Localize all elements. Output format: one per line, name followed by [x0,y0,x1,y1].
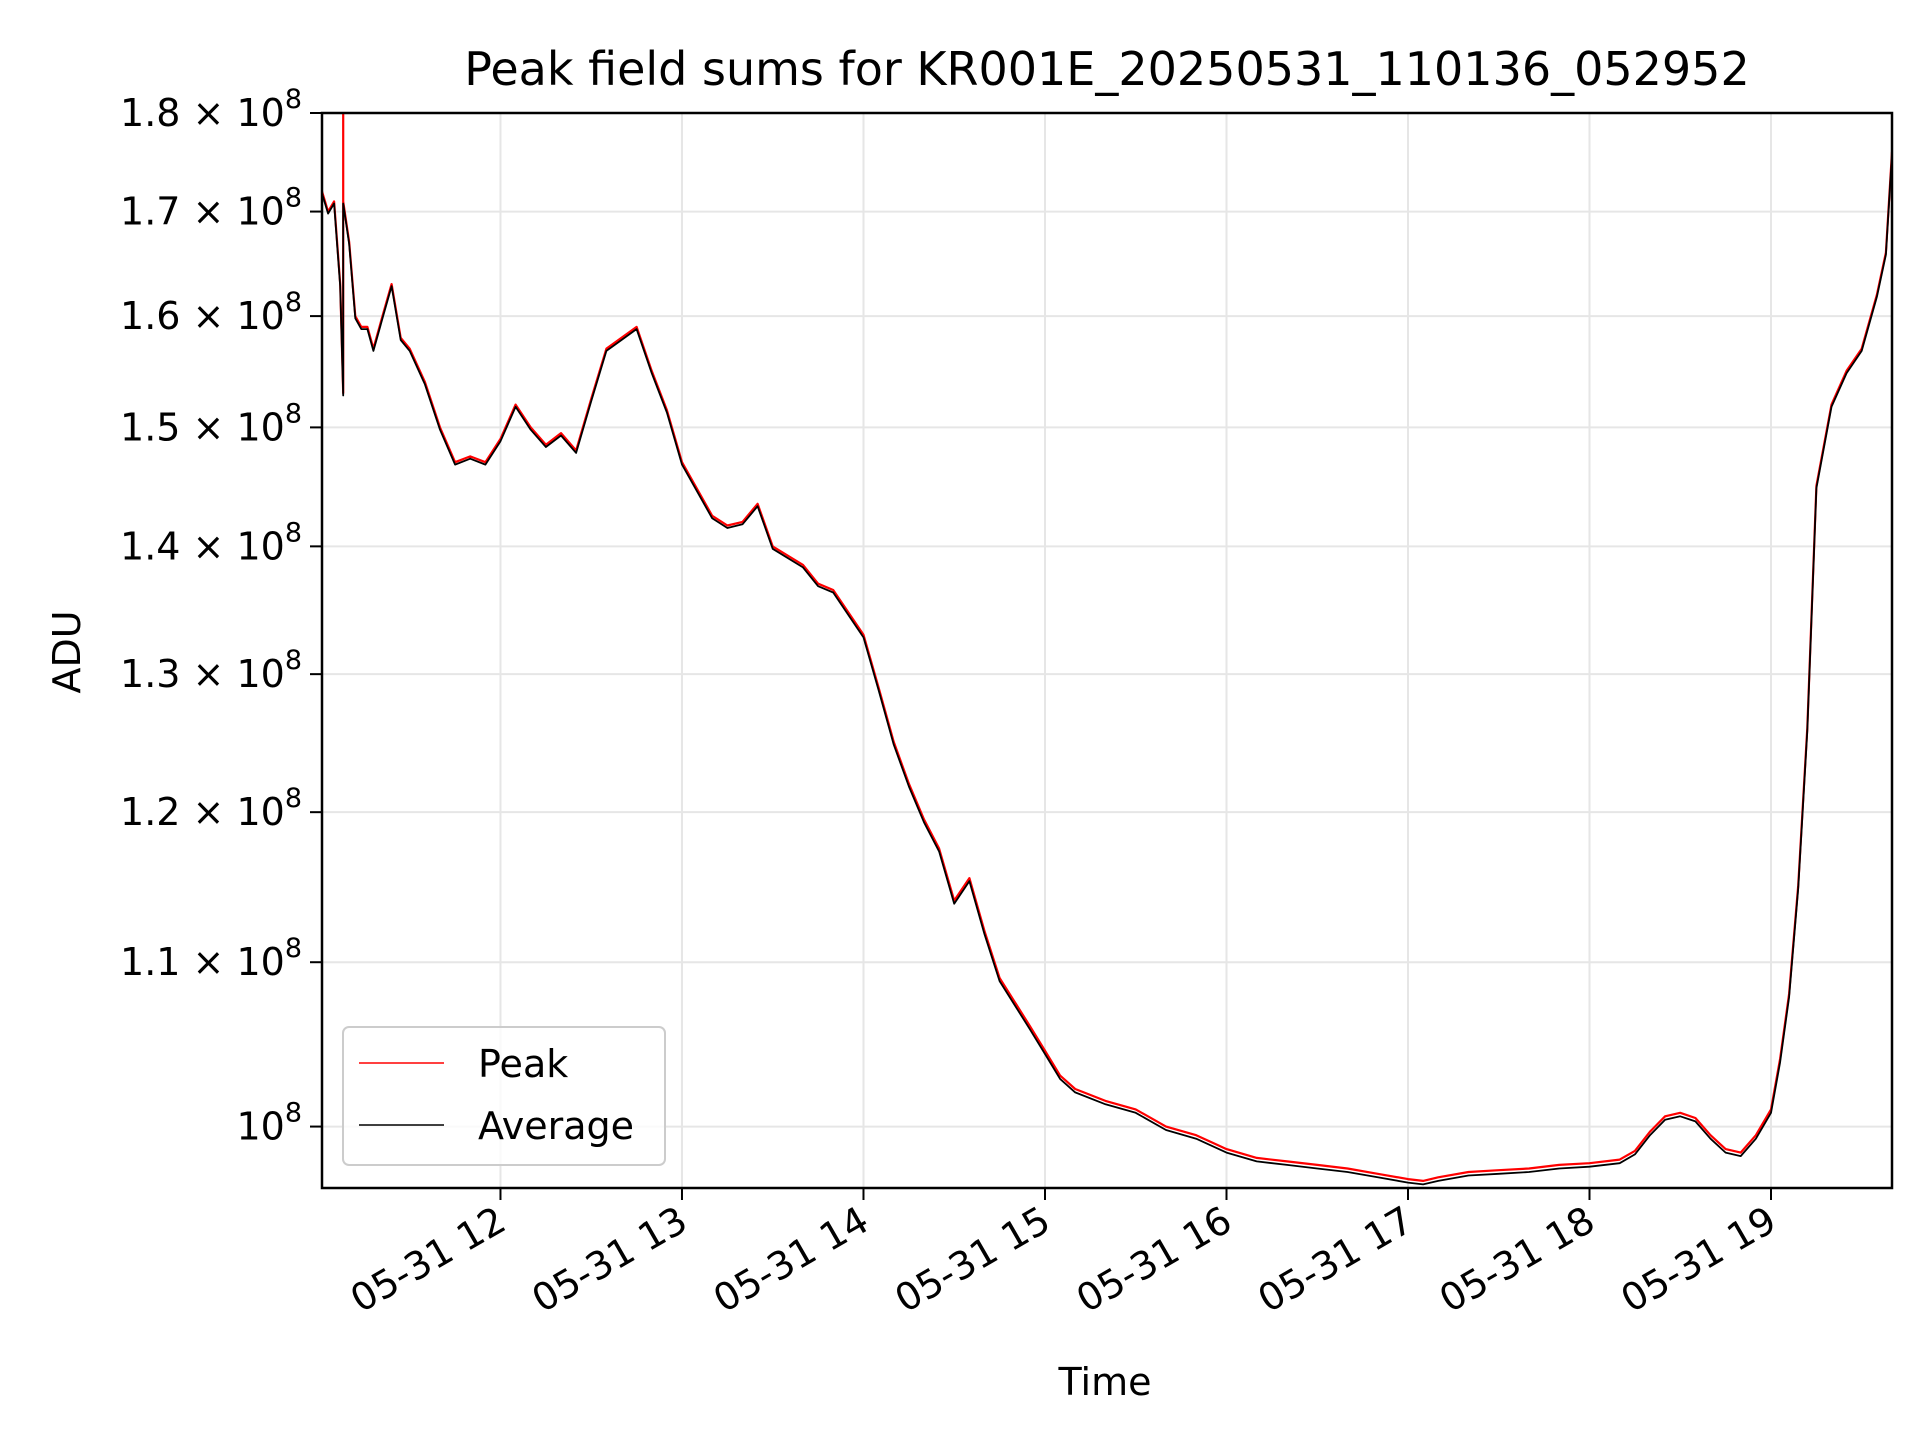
y-tick-label: 108 [236,1098,302,1149]
y-tick-mantissa: 1.5 × [120,405,236,449]
x-tick-label: 05-31 16 [1069,1198,1239,1322]
y-tick-exponent: 8 [285,645,302,676]
y-tick-exponent: 8 [285,783,302,814]
y-tick-label: 1.7 × 108 [120,183,302,234]
y-tick-mantissa: 1.4 × [120,524,236,568]
y-axis-label: ADU [45,610,89,693]
y-tick-label: 1.3 × 108 [120,645,302,696]
y-tick-base: 10 [236,524,284,568]
y-tick-exponent: 8 [285,933,302,964]
y-tick-mantissa: 1.6 × [120,294,236,338]
y-tick-label: 1.1 × 108 [120,933,302,984]
series-line-average [322,153,1892,1186]
y-tick-exponent: 8 [285,1098,302,1129]
y-tick-base: 10 [236,940,284,984]
y-tick-label: 1.5 × 108 [120,398,302,449]
x-tick-label: 05-31 15 [888,1198,1058,1322]
y-tick-base: 10 [236,652,284,696]
legend-box [342,1026,666,1166]
plot-frame [320,111,1894,1190]
y-tick-base: 10 [236,1105,284,1149]
y-tick-base: 10 [236,294,284,338]
x-tick-label: 05-31 12 [343,1198,513,1322]
legend-label-average: Average [478,1104,634,1148]
y-tick-mantissa: 1.2 × [120,790,236,834]
x-tick-label: 05-31 17 [1251,1198,1421,1322]
y-tick-label: 1.6 × 108 [120,287,302,338]
y-tick-base: 10 [236,405,284,449]
y-tick-base: 10 [236,190,284,234]
y-tick-label: 1.4 × 108 [120,517,302,568]
y-tick-base: 10 [236,790,284,834]
x-tick-label: 05-31 13 [525,1198,695,1322]
y-tick-label: 1.2 × 108 [120,783,302,834]
y-tick-base: 10 [236,91,284,135]
x-tick-label: 05-31 18 [1432,1198,1602,1322]
y-tick-exponent: 8 [285,84,302,115]
y-tick-exponent: 8 [285,398,302,429]
y-tick-exponent: 8 [285,287,302,318]
legend-label-peak: Peak [478,1042,568,1086]
y-tick-mantissa: 1.1 × [120,940,236,984]
y-tick-mantissa: 1.3 × [120,652,236,696]
y-tick-mantissa: 1.7 × [120,190,236,234]
y-tick-label: 1.8 × 108 [120,84,302,135]
series-layer [322,113,1892,1186]
y-tick-exponent: 8 [285,517,302,548]
x-axis-label: Time [1058,1360,1152,1404]
chart-title: Peak field sums for KR001E_20250531_1101… [464,42,1749,96]
legend: Peak Average [342,1026,666,1166]
series-line-peak [322,113,1892,1183]
x-tick-label: 05-31 19 [1614,1198,1784,1322]
y-tick-exponent: 8 [285,183,302,214]
x-tick-label: 05-31 14 [706,1198,876,1322]
y-tick-mantissa: 1.8 × [120,91,236,135]
